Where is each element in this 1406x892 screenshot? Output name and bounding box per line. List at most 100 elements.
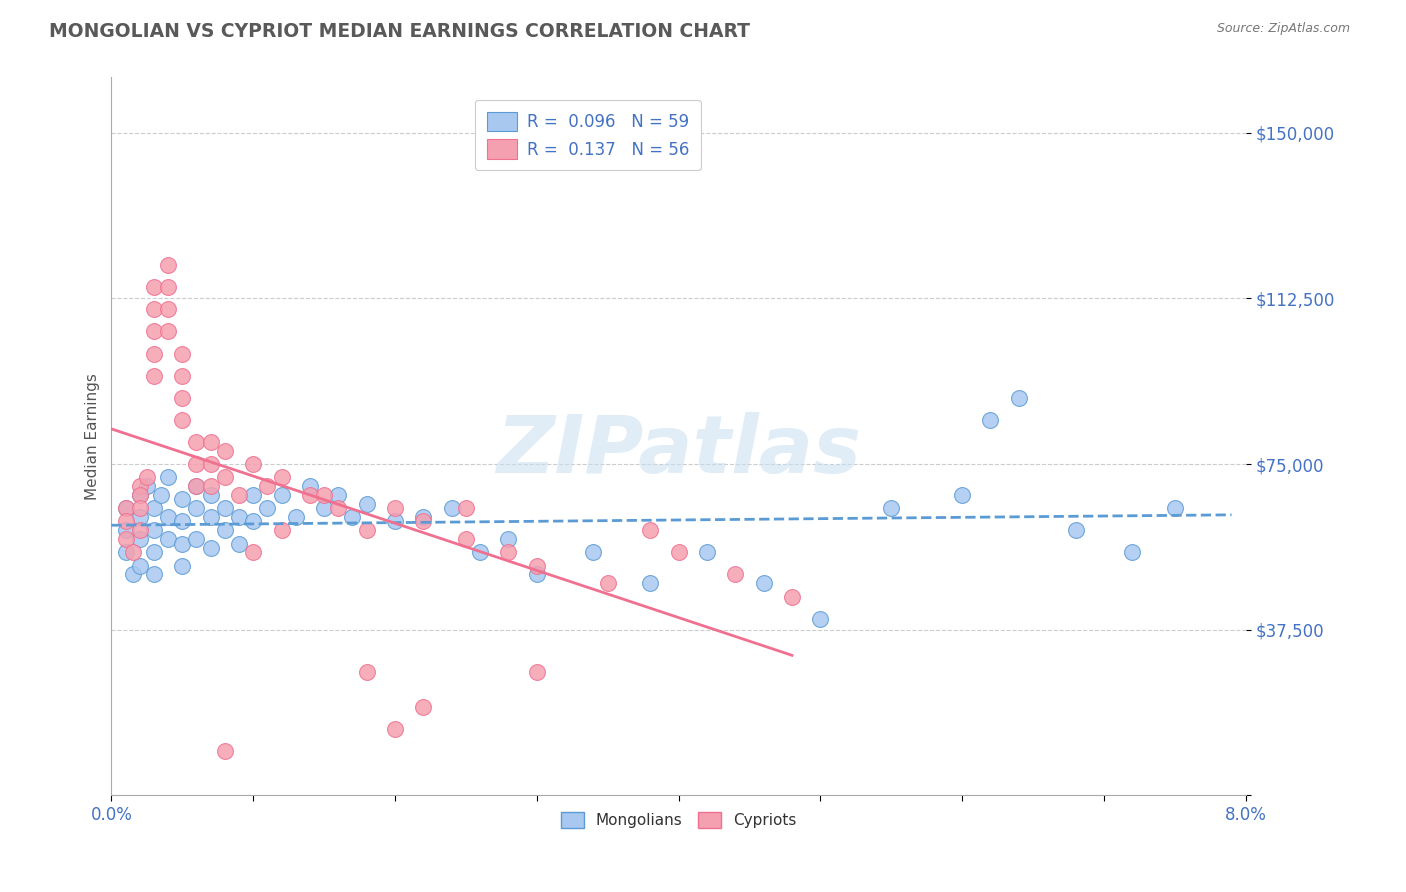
Point <box>468 545 491 559</box>
Point <box>256 501 278 516</box>
Point <box>186 479 208 493</box>
Point <box>186 479 208 493</box>
Point <box>454 532 477 546</box>
Point <box>172 413 194 427</box>
Point <box>186 532 208 546</box>
Text: Source: ZipAtlas.com: Source: ZipAtlas.com <box>1216 22 1350 36</box>
Point <box>200 434 222 449</box>
Point <box>356 497 378 511</box>
Point <box>1064 524 1087 538</box>
Point <box>724 567 747 582</box>
Point <box>142 280 165 294</box>
Point <box>328 488 350 502</box>
Point <box>412 515 434 529</box>
Point <box>128 558 150 573</box>
Point <box>128 510 150 524</box>
Point <box>157 280 180 294</box>
Point <box>582 545 605 559</box>
Point <box>114 532 136 546</box>
Point <box>1008 391 1031 405</box>
Point <box>172 346 194 360</box>
Point <box>186 434 208 449</box>
Point <box>880 501 903 516</box>
Point <box>752 576 775 591</box>
Point <box>498 532 520 546</box>
Point <box>200 510 222 524</box>
Point <box>1164 501 1187 516</box>
Point <box>150 488 173 502</box>
Point <box>142 302 165 317</box>
Point <box>314 488 336 502</box>
Point <box>270 470 292 484</box>
Point <box>638 576 661 591</box>
Point <box>157 302 180 317</box>
Point <box>114 501 136 516</box>
Point <box>214 501 236 516</box>
Point <box>157 258 180 272</box>
Point <box>142 368 165 383</box>
Point <box>128 532 150 546</box>
Point <box>200 457 222 471</box>
Legend: Mongolians, Cypriots: Mongolians, Cypriots <box>554 806 803 834</box>
Point <box>228 510 250 524</box>
Point <box>270 524 292 538</box>
Point <box>440 501 463 516</box>
Point <box>157 510 180 524</box>
Point <box>356 524 378 538</box>
Point <box>284 510 307 524</box>
Point <box>157 470 180 484</box>
Point <box>142 524 165 538</box>
Point <box>142 501 165 516</box>
Point <box>157 325 180 339</box>
Point <box>950 488 973 502</box>
Point <box>135 470 157 484</box>
Point <box>142 545 165 559</box>
Point <box>200 541 222 555</box>
Point <box>142 325 165 339</box>
Point <box>256 479 278 493</box>
Point <box>128 524 150 538</box>
Point <box>172 515 194 529</box>
Point <box>114 545 136 559</box>
Point <box>1121 545 1143 559</box>
Point <box>114 501 136 516</box>
Point <box>128 501 150 516</box>
Point <box>114 515 136 529</box>
Point <box>314 501 336 516</box>
Point <box>412 510 434 524</box>
Point <box>214 524 236 538</box>
Point <box>498 545 520 559</box>
Point <box>454 501 477 516</box>
Point <box>228 488 250 502</box>
Point <box>172 368 194 383</box>
Point <box>412 700 434 714</box>
Point <box>298 479 321 493</box>
Point <box>270 488 292 502</box>
Point <box>142 567 165 582</box>
Text: ZIPatlas: ZIPatlas <box>496 412 860 490</box>
Point <box>242 457 264 471</box>
Point <box>128 488 150 502</box>
Point <box>128 488 150 502</box>
Point <box>228 536 250 550</box>
Point <box>200 479 222 493</box>
Point <box>384 501 406 516</box>
Point <box>596 576 619 591</box>
Point <box>526 665 548 679</box>
Point <box>384 515 406 529</box>
Point <box>172 558 194 573</box>
Point <box>780 590 803 604</box>
Point <box>214 744 236 758</box>
Point <box>242 545 264 559</box>
Point <box>172 391 194 405</box>
Point <box>356 665 378 679</box>
Point <box>668 545 690 559</box>
Point <box>186 457 208 471</box>
Point <box>121 567 143 582</box>
Point <box>242 488 264 502</box>
Point <box>808 612 831 626</box>
Point <box>172 536 194 550</box>
Point <box>200 488 222 502</box>
Point <box>142 346 165 360</box>
Point <box>121 545 143 559</box>
